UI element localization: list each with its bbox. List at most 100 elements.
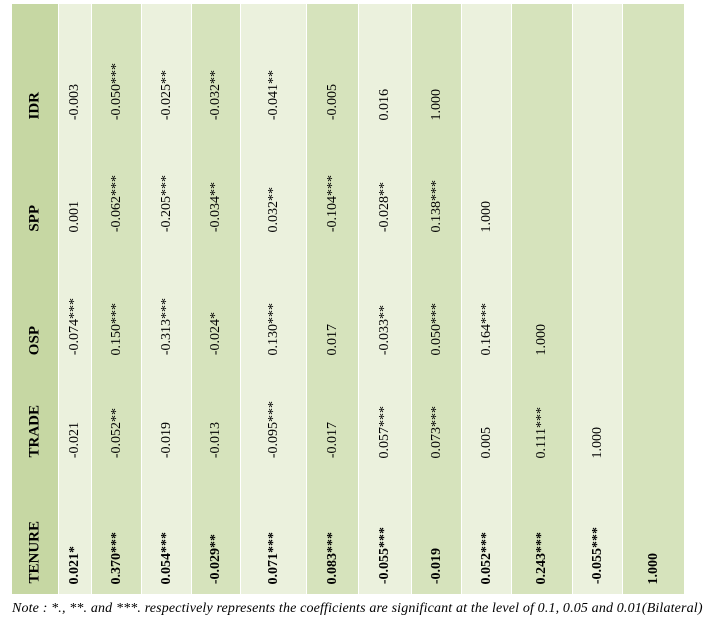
coefficient-value: -0.021	[67, 421, 82, 458]
row-header-cell: SPP	[12, 130, 59, 242]
coefficient-value: -0.029**	[208, 533, 223, 584]
coefficient-cell: 0.057***	[359, 365, 412, 468]
coefficient-value: 1.000	[534, 323, 549, 356]
coefficient-cell: 0.073***	[412, 365, 462, 468]
coefficient-value: 0.050***	[428, 302, 444, 356]
coefficient-cell	[512, 130, 573, 242]
coefficient-cell: 0.052***	[462, 468, 512, 594]
coefficient-cell: -0.052**	[92, 365, 142, 468]
coefficient-value: -0.050***	[108, 62, 124, 120]
row-header-cell: TENURE	[12, 468, 59, 594]
coefficient-cell: -0.028**	[359, 130, 412, 242]
row-header-label: SPP	[26, 205, 43, 232]
coefficient-value: 0.243***	[534, 531, 549, 585]
row-header-label: IDR	[26, 92, 43, 120]
coefficient-cell: 1.000	[412, 4, 462, 130]
coefficient-value: 0.150***	[108, 302, 124, 356]
coefficient-value: 1.000	[589, 426, 605, 459]
coefficient-value: 0.001	[67, 200, 82, 233]
coefficient-cell: -0.025**	[142, 4, 192, 130]
coefficient-value: -0.055***	[377, 526, 392, 584]
coefficient-value: 0.083***	[324, 531, 340, 585]
coefficient-cell: 1.000	[462, 130, 512, 242]
coefficient-cell: 0.243***	[512, 468, 573, 594]
table-row-trade: TRADE -0.021 -0.052** -0.019 -0.013 -0.095***…	[12, 365, 685, 469]
coefficient-cell	[512, 4, 573, 130]
coefficient-cell: 0.005	[462, 365, 512, 468]
row-header-label: OSP	[26, 325, 43, 355]
coefficient-value: -0.017	[324, 421, 340, 458]
coefficient-cell: -0.104***	[307, 130, 359, 242]
coefficient-value: 0.130***	[265, 302, 281, 356]
coefficient-cell	[623, 130, 685, 242]
coefficient-cell: 0.150***	[92, 242, 142, 365]
coefficient-cell: -0.013	[192, 365, 241, 468]
coefficient-cell: -0.024*	[192, 242, 241, 365]
coefficient-cell: -0.095***	[241, 365, 307, 468]
coefficient-cell: 0.032**	[241, 130, 307, 242]
coefficient-value: -0.205***	[158, 174, 174, 232]
coefficient-value: 0.052***	[478, 531, 494, 585]
coefficient-cell	[623, 365, 685, 468]
coefficient-cell: 0.017	[307, 242, 359, 365]
coefficient-cell: 0.001	[59, 130, 92, 242]
coefficient-cell: -0.019	[142, 365, 192, 468]
coefficient-cell: -0.055***	[359, 468, 412, 594]
row-header-cell: TRADE	[12, 365, 59, 468]
coefficient-cell	[623, 4, 685, 130]
coefficient-cell: 0.016	[359, 4, 412, 130]
coefficient-cell	[623, 242, 685, 365]
coefficient-value: 0.370***	[108, 531, 124, 585]
coefficient-cell: 1.000	[623, 468, 685, 594]
coefficient-value: 0.032**	[265, 186, 281, 233]
coefficient-value: -0.028**	[377, 181, 392, 232]
coefficient-cell: -0.313***	[142, 242, 192, 365]
coefficient-cell: -0.021	[59, 365, 92, 468]
coefficient-value: -0.052**	[108, 407, 124, 458]
coefficient-value: -0.005	[324, 83, 340, 120]
row-header-label: TENURE	[26, 521, 43, 584]
coefficient-cell: 0.021*	[59, 468, 92, 594]
coefficient-cell	[573, 4, 623, 130]
coefficient-cell	[573, 242, 623, 365]
coefficient-value: -0.019	[428, 547, 444, 584]
coefficient-value: 0.138***	[428, 179, 444, 233]
coefficient-value: -0.062***	[108, 174, 124, 232]
correlation-table: IDR -0.003 -0.050*** -0.025** -0.032** -0.041…	[12, 4, 685, 595]
coefficient-cell: 0.050***	[412, 242, 462, 365]
coefficient-value: -0.104***	[324, 174, 340, 232]
coefficient-value: 1.000	[428, 88, 444, 121]
coefficient-value: 1.000	[645, 552, 661, 585]
coefficient-cell: -0.017	[307, 365, 359, 468]
coefficient-value: -0.025**	[158, 69, 174, 120]
coefficient-cell: -0.005	[307, 4, 359, 130]
coefficient-value: 1.000	[478, 200, 494, 233]
coefficient-cell: -0.029**	[192, 468, 241, 594]
coefficient-value: 0.164***	[478, 302, 494, 356]
coefficient-value: -0.019	[158, 421, 174, 458]
coefficient-cell: 1.000	[573, 365, 623, 468]
table-row-tenure: TENURE 0.021* 0.370*** 0.054*** -0.029** 0.07…	[12, 468, 685, 595]
table-row-spp: SPP 0.001 -0.062*** -0.205*** -0.034** 0.032*…	[12, 130, 685, 243]
coefficient-cell: -0.019	[412, 468, 462, 594]
coefficient-cell: 0.071***	[241, 468, 307, 594]
coefficient-value: -0.032**	[208, 69, 223, 120]
table-row-osp: OSP -0.074*** 0.150*** -0.313*** -0.024* 0.13…	[12, 242, 685, 366]
coefficient-cell: -0.055***	[573, 468, 623, 594]
coefficient-value: -0.003	[67, 83, 82, 120]
coefficient-cell: 0.130***	[241, 242, 307, 365]
coefficient-value: -0.041**	[265, 69, 281, 120]
coefficient-cell	[462, 4, 512, 130]
coefficient-cell: -0.003	[59, 4, 92, 130]
table-note: Note : *., **. and ***. respectively rep…	[12, 601, 703, 616]
coefficient-cell: 1.000	[512, 242, 573, 365]
coefficient-value: -0.034**	[208, 181, 223, 232]
coefficient-value: 0.005	[478, 426, 494, 459]
row-header-cell: OSP	[12, 242, 59, 365]
row-header-label: TRADE	[26, 405, 43, 458]
table-row-idr: IDR -0.003 -0.050*** -0.025** -0.032** -0.041…	[12, 4, 685, 131]
coefficient-cell: 0.054***	[142, 468, 192, 594]
coefficient-cell: 0.083***	[307, 468, 359, 594]
coefficient-cell: -0.074***	[59, 242, 92, 365]
coefficient-value: 0.073***	[428, 405, 444, 459]
